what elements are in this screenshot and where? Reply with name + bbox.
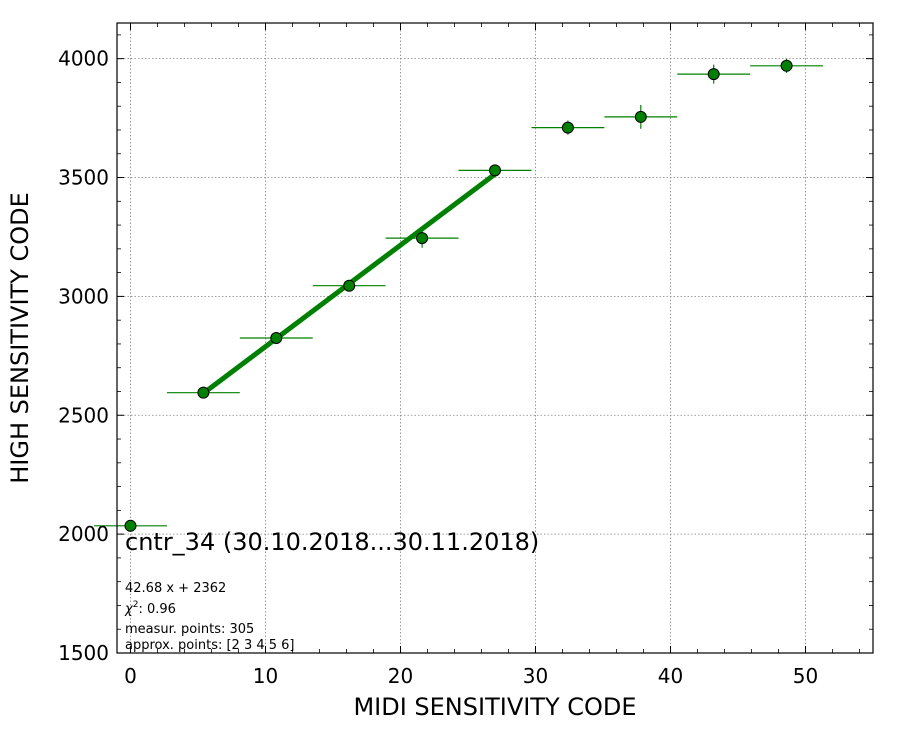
chi-exponent: 2 <box>133 600 139 610</box>
data-point <box>166 386 240 399</box>
x-tick-label: 30 <box>523 664 548 688</box>
x-axis-title: MIDI SENSITIVITY CODE <box>353 693 636 721</box>
x-tick-label: 0 <box>124 664 137 688</box>
axis-ticks: 0 10 20 30 40 50 1500 2000 2500 3000 3500 4000 <box>58 23 873 688</box>
x-tick-label: 10 <box>253 664 278 688</box>
x-tick-label: 50 <box>793 664 818 688</box>
data-point <box>385 228 459 248</box>
approx-points-label: approx. points: [2 3 4 5 6] <box>125 638 295 653</box>
x-tick-label: 20 <box>388 664 413 688</box>
data-point <box>677 64 751 84</box>
grid <box>117 23 873 654</box>
data-marker <box>561 121 574 134</box>
y-tick-label: 2500 <box>58 403 109 427</box>
data-marker <box>343 279 356 292</box>
chi-symbol: χ <box>124 602 134 617</box>
y-tick-label: 4000 <box>58 47 109 71</box>
data-marker <box>780 59 793 72</box>
data-marker <box>270 332 283 344</box>
plot-frame <box>116 22 874 654</box>
chi-squared-label: χ2: 0.96 <box>124 600 176 617</box>
fit-equation-label: 42.68 x + 2362 <box>125 581 226 596</box>
data-marker <box>416 232 429 245</box>
data-marker <box>707 68 720 81</box>
data-points <box>94 58 824 532</box>
y-tick-label: 3000 <box>58 284 109 308</box>
data-marker <box>124 519 137 532</box>
data-point <box>458 164 532 177</box>
chi-value: : 0.96 <box>138 602 175 617</box>
measured-points-label: measur. points: 305 <box>125 622 254 637</box>
data-point <box>239 332 313 344</box>
x-tick-label: 40 <box>658 664 683 688</box>
chart-annotation-title: cntr_34 (30.10.2018...30.11.2018) <box>125 528 539 556</box>
y-tick-label: 3500 <box>58 166 109 190</box>
data-marker <box>489 164 501 177</box>
data-point <box>94 519 167 532</box>
y-axis-title: HIGH SENSITIVITY CODE <box>6 192 34 484</box>
data-marker <box>634 110 647 123</box>
data-point <box>604 105 678 129</box>
data-point <box>531 120 605 135</box>
data-marker <box>197 386 210 399</box>
y-tick-label: 1500 <box>58 641 109 665</box>
data-point <box>312 279 386 292</box>
y-tick-label: 2000 <box>58 522 109 546</box>
data-point <box>750 58 824 73</box>
